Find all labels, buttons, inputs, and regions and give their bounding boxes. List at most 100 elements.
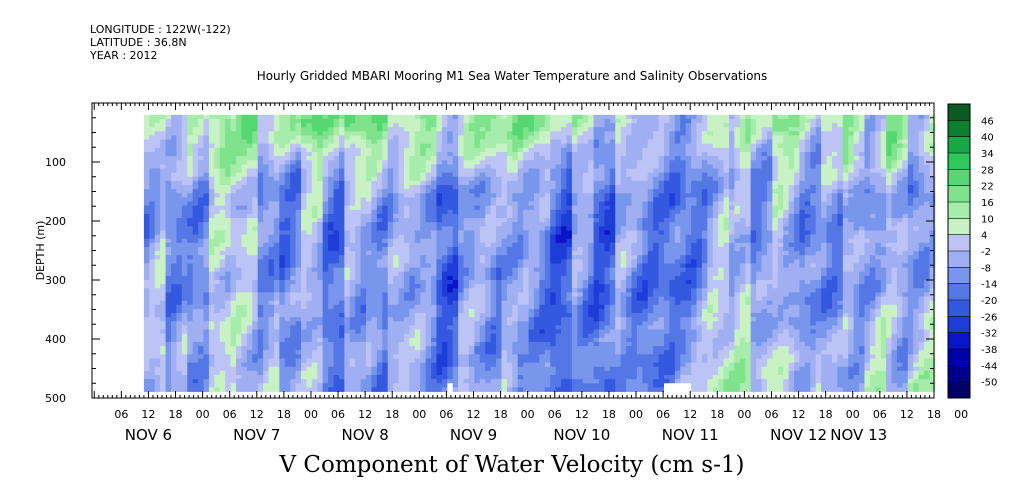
heatmap-cell	[544, 246, 551, 252]
heatmap-cell	[257, 304, 264, 310]
heatmap-cell	[171, 114, 177, 120]
heatmap-cell	[414, 193, 421, 198]
heatmap-cell	[284, 201, 291, 207]
heatmap-cell	[187, 292, 194, 297]
heatmap-cell	[295, 242, 302, 248]
heatmap-cell	[506, 139, 513, 145]
heatmap-cell	[441, 267, 448, 273]
heatmap-cell	[252, 135, 259, 140]
heatmap-cell	[279, 218, 286, 223]
heatmap-cell	[187, 362, 194, 368]
heatmap-cell	[208, 156, 215, 161]
heatmap-cell	[349, 176, 356, 182]
heatmap-cell	[192, 366, 199, 372]
heatmap-cell	[306, 275, 313, 281]
heatmap-cell	[241, 313, 248, 318]
heatmap-cell	[533, 234, 540, 240]
heatmap-cell	[301, 114, 307, 120]
heatmap-cell	[420, 329, 427, 335]
heatmap-cell	[154, 374, 161, 380]
heatmap-cell	[284, 362, 291, 368]
heatmap-cell	[338, 329, 345, 335]
heatmap-cell	[198, 234, 204, 240]
heatmap-cell	[490, 370, 497, 376]
heatmap-cell	[360, 218, 367, 223]
heatmap-cell	[263, 333, 269, 339]
heatmap-cell	[273, 139, 280, 145]
heatmap-cell	[349, 333, 356, 339]
heatmap-cell	[160, 251, 166, 256]
heatmap-cell	[403, 329, 410, 335]
heatmap-cell	[208, 370, 215, 376]
heatmap-cell	[523, 374, 529, 380]
heatmap-cell	[154, 370, 161, 376]
heatmap-cell	[160, 288, 166, 293]
heatmap-cell	[295, 267, 302, 273]
heatmap-cell	[241, 176, 248, 182]
heatmap-cell	[165, 379, 172, 384]
heatmap-cell	[371, 143, 378, 149]
heatmap-cell	[295, 300, 302, 306]
heatmap-cell	[263, 267, 269, 273]
heatmap-cell	[181, 275, 188, 281]
heatmap-cell	[317, 238, 324, 244]
heatmap-cell	[528, 300, 535, 306]
heatmap-cell	[485, 135, 492, 140]
heatmap-cell	[279, 226, 286, 231]
heatmap-cell	[468, 176, 475, 182]
heatmap-cell	[279, 271, 286, 277]
heatmap-cell	[403, 374, 410, 380]
heatmap-cell	[376, 300, 383, 306]
heatmap-cell	[333, 358, 340, 363]
heatmap-cell	[431, 147, 437, 153]
heatmap-cell	[544, 226, 551, 231]
heatmap-cell	[236, 172, 242, 178]
heatmap-cell	[409, 226, 416, 231]
heatmap-cell	[263, 131, 269, 136]
heatmap-cell	[409, 213, 416, 219]
heatmap-cell	[252, 366, 259, 372]
heatmap-cell	[192, 246, 199, 252]
heatmap-cell	[187, 259, 194, 264]
heatmap-cell	[160, 131, 166, 136]
heatmap-cell	[539, 329, 546, 335]
heatmap-cell	[317, 296, 324, 302]
heatmap-cell	[501, 230, 508, 235]
heatmap-cell	[496, 366, 502, 372]
heatmap-cell	[344, 337, 351, 343]
heatmap-cell	[263, 234, 269, 240]
heatmap-cell	[355, 308, 362, 314]
heatmap-cell	[517, 296, 524, 302]
heatmap-cell	[376, 218, 383, 223]
heatmap-cell	[355, 230, 362, 235]
heatmap-cell	[447, 280, 454, 285]
heatmap-cell	[344, 321, 351, 326]
heatmap-cell	[393, 366, 399, 372]
heatmap-cell	[160, 387, 166, 392]
heatmap-cell	[208, 255, 215, 260]
heatmap-cell	[171, 280, 177, 285]
heatmap-cell	[338, 242, 345, 248]
heatmap-cell	[219, 135, 226, 140]
heatmap-cell	[203, 271, 210, 277]
heatmap-cell	[338, 118, 345, 124]
heatmap-cell	[165, 387, 172, 392]
heatmap-cell	[317, 271, 324, 277]
heatmap-cell	[284, 143, 291, 149]
heatmap-cell	[479, 263, 486, 269]
heatmap-cell	[252, 226, 259, 231]
heatmap-cell	[306, 118, 313, 124]
heatmap-cell	[295, 374, 302, 380]
heatmap-cell	[311, 238, 318, 244]
heatmap-cell	[236, 189, 242, 194]
heatmap-cell	[398, 263, 405, 269]
heatmap-cell	[203, 139, 210, 145]
heatmap-cell	[506, 304, 513, 310]
heatmap-cell	[322, 251, 329, 256]
heatmap-cell	[241, 143, 248, 149]
heatmap-cell	[344, 383, 351, 388]
heatmap-cell	[360, 209, 367, 215]
heatmap-cell	[317, 218, 324, 223]
heatmap-cell	[246, 329, 253, 335]
heatmap-cell	[387, 226, 394, 231]
